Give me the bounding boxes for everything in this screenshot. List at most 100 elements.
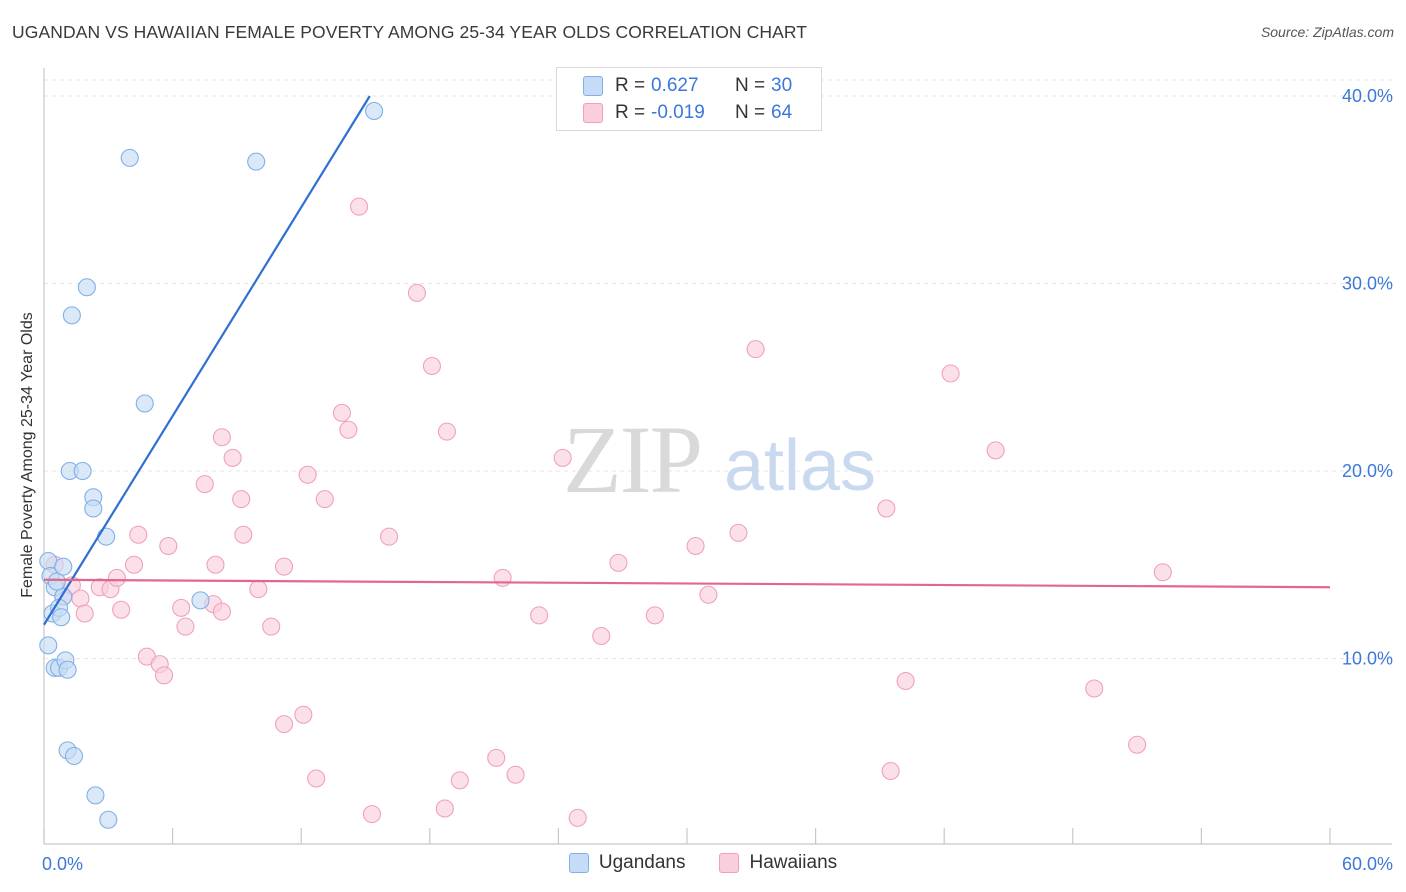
trend-layer <box>43 95 1331 626</box>
hawaiian-point <box>609 553 628 572</box>
legend-n-value: 64 <box>771 102 793 123</box>
legend-swatch-ugandans <box>568 853 589 873</box>
ugandan-point <box>52 608 71 627</box>
ugandan-point <box>39 636 58 655</box>
tick-label-layer: 10.0% 20.0% 30.0% 40.0% 0.0% 60.0% <box>42 86 1393 874</box>
hawaiian-point <box>645 606 664 625</box>
hawaiian-point <box>699 585 718 604</box>
ugandan-point <box>64 746 84 766</box>
hawaiian-point <box>1085 679 1104 698</box>
hawaiian-point <box>1153 563 1172 582</box>
hawaiian-point <box>315 490 334 509</box>
source-credit: Source: ZipAtlas.com <box>1260 24 1394 40</box>
series-legend: Ugandans Hawaiians <box>0 852 1406 874</box>
y-tick-label: 20.0% <box>1342 461 1393 481</box>
hawaiian-point <box>568 808 587 827</box>
hawaiian-point <box>530 606 549 625</box>
hawaiian-point <box>212 602 231 621</box>
legend-swatch-hawaiians <box>719 853 740 873</box>
legend-label-ugandans: Ugandans <box>598 852 686 873</box>
ugandan-point <box>120 148 139 167</box>
ugandan-point <box>62 306 81 325</box>
hawaiian-point <box>275 557 294 576</box>
legend-n-value: 30 <box>771 75 793 96</box>
hawaiian-point <box>195 475 214 494</box>
legend-r-label: R = <box>615 75 646 96</box>
hawaiian-point <box>298 465 317 484</box>
hawaiian-point <box>350 197 369 216</box>
hawaiian-point <box>686 536 705 556</box>
ugandan-point <box>191 591 210 610</box>
hawaiian-point <box>362 805 381 824</box>
hawaiian-point <box>896 671 915 691</box>
ugandan-point <box>58 660 77 679</box>
hawaiian-point <box>159 536 178 556</box>
hawaiian-point <box>493 568 512 587</box>
hawaiian-point <box>1128 735 1147 754</box>
hawaiian-point <box>592 626 611 646</box>
hawaiian-point <box>437 422 456 441</box>
ugandan-point <box>54 557 73 576</box>
hawaiian-point <box>729 523 748 542</box>
hawaiian-point <box>407 283 426 302</box>
hawaiian-point <box>294 705 313 724</box>
hawaiian-point <box>249 580 268 599</box>
legend-r-value: 0.627 <box>651 75 699 96</box>
y-tick-label: 10.0% <box>1342 649 1393 669</box>
watermark-zip: ZIP <box>563 406 701 513</box>
ugandan-point <box>135 394 154 413</box>
hawaiian-point <box>275 715 294 734</box>
chart-title: UGANDAN VS HAWAIIAN FEMALE POVERTY AMONG… <box>12 22 808 42</box>
x-tick-label: 0.0% <box>42 854 83 874</box>
hawaiian-point <box>176 617 195 636</box>
hawaiian-point <box>881 761 900 781</box>
legend-swatch-ugandans <box>583 76 603 96</box>
hawaiian-point <box>206 555 225 574</box>
y-tick-label: 30.0% <box>1342 274 1393 294</box>
legend-n-label: N = <box>735 75 766 96</box>
legend-item-hawaiians[interactable]: Hawaiians <box>719 852 837 874</box>
legend-r-label: R = <box>615 102 646 123</box>
legend-swatch-hawaiians <box>583 103 603 123</box>
hawaiian-point <box>553 448 572 467</box>
ugandan-point <box>73 461 92 481</box>
hawaiian-point <box>422 356 441 376</box>
hawaiian-point <box>332 403 351 422</box>
ugandan-point <box>247 152 266 171</box>
correlation-legend: R = 0.627 N = 30 R = -0.019 N = 64 <box>556 67 822 131</box>
watermark: ZIP atlas <box>563 406 876 513</box>
hawaiian-point <box>487 748 506 767</box>
y-axis-label: Female Poverty Among 25-34 Year Olds <box>19 312 36 598</box>
legend-r-value: -0.019 <box>651 102 705 123</box>
hawaiian-point <box>71 589 90 608</box>
legend-row-ugandans: R = 0.627 N = 30 <box>583 74 792 98</box>
hawaiian-point <box>232 490 251 509</box>
x-tick-label: 60.0% <box>1342 854 1393 874</box>
hawaiian-point <box>112 600 131 619</box>
hawaiian-point <box>877 499 896 518</box>
grid-layer <box>44 79 1392 659</box>
ugandan-point <box>84 499 103 518</box>
hawaiian-point <box>124 555 144 574</box>
hawaiian-point <box>986 441 1005 460</box>
hawaiian-point <box>506 765 525 784</box>
legend-label-hawaiians: Hawaiians <box>749 852 838 873</box>
ugandan-point <box>97 527 116 546</box>
ugandan-point <box>77 278 96 297</box>
hawaiian-point <box>172 598 191 617</box>
hawaiian-point <box>746 340 765 359</box>
hawaiian-point <box>75 604 94 623</box>
ugandan-point <box>365 101 384 121</box>
ugandan-trend-line <box>43 95 371 626</box>
hawaiian-point <box>129 525 148 544</box>
ugandan-point <box>47 572 66 591</box>
legend-row-hawaiians: R = -0.019 N = 64 <box>583 101 792 125</box>
ugandan-point <box>39 551 58 571</box>
watermark-atlas: atlas <box>724 426 876 506</box>
legend-item-ugandans[interactable]: Ugandans <box>568 852 686 874</box>
axis-layer <box>43 68 1392 845</box>
hawaiian-point <box>234 525 253 544</box>
hawaiian-point <box>154 666 174 685</box>
legend-n-label: N = <box>735 102 766 123</box>
